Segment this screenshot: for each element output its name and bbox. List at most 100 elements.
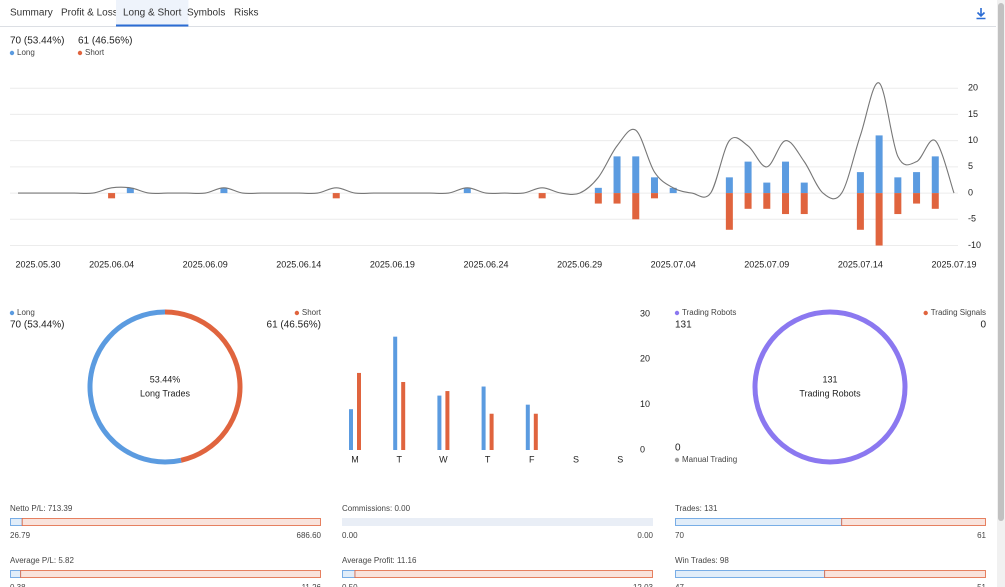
legend-value: 131 (675, 320, 692, 331)
legend-swatch (77, 50, 83, 56)
stat-value: 5.82 (58, 556, 74, 565)
bar (669, 187, 677, 194)
tab[interactable]: Profit & Loss (61, 8, 118, 19)
bar (725, 193, 733, 230)
download-icon[interactable] (976, 8, 986, 20)
x-tick-label: 2025.07.19 (931, 259, 976, 269)
bar (763, 182, 771, 194)
y-tick-label: -5 (968, 214, 976, 224)
legend-value: 0 (980, 320, 986, 331)
bar (445, 391, 450, 450)
donut-center-text: Long Trades (140, 388, 191, 398)
stat-title: Commissions: 0.00 (342, 504, 411, 513)
stat-left: 26.79 (10, 531, 31, 540)
legend-label: Short (302, 308, 322, 317)
stat-label: Trades: (675, 504, 702, 513)
legend-label: Long (17, 308, 35, 317)
x-tick-label: 2025.06.09 (183, 259, 228, 269)
legend-swatch (674, 310, 680, 316)
legend-label: Manual Trading (682, 455, 737, 464)
bar (632, 193, 640, 220)
bar (533, 413, 538, 450)
x-tick-label: W (439, 454, 448, 464)
donut-center-text: Trading Robots (799, 388, 861, 398)
donut-center-value: 131 (822, 374, 837, 384)
legend-label: Short (85, 48, 105, 57)
donut-segment (164, 309, 243, 463)
bar (744, 161, 752, 194)
stat-title: Netto P/L: 713.39 (10, 504, 73, 513)
active-tab-bg (116, 0, 189, 26)
stat-bar-right (21, 518, 321, 526)
stat-bar-left (675, 518, 843, 526)
x-tick-label: F (529, 454, 535, 464)
bar (357, 372, 361, 450)
scrollbar-thumb[interactable] (998, 3, 1004, 521)
bar (913, 193, 921, 204)
stat-bar-right (824, 570, 986, 578)
bar (525, 404, 530, 450)
bar (613, 156, 621, 194)
bar (463, 187, 471, 194)
stat-bar-left (675, 570, 826, 578)
y-tick-label: 15 (968, 109, 978, 119)
donut-center-value: 53.44% (150, 374, 181, 384)
tab[interactable]: Long & Short (123, 8, 182, 19)
bar (800, 182, 808, 194)
stat-right: 686.60 (297, 531, 322, 540)
stat-bar-empty (342, 518, 653, 526)
x-tick-label: 2025.07.04 (651, 259, 696, 269)
bar (349, 409, 353, 450)
legend-value: 61 (46.56%) (267, 320, 321, 331)
stat-title: Average P/L: 5.82 (10, 556, 74, 565)
stat-value: 131 (704, 504, 718, 513)
bar (782, 161, 790, 194)
legend-label: Long (17, 48, 35, 57)
bar (650, 177, 658, 194)
stat-left: 0.50 (342, 583, 358, 587)
tab[interactable]: Summary (10, 8, 53, 19)
bar (856, 193, 864, 230)
stat-label: Commissions: (342, 504, 392, 513)
stat-left: 0.00 (342, 531, 358, 540)
y-tick-label: 0 (640, 444, 645, 454)
bar (594, 187, 602, 194)
legend-value: 70 (53.44%) (10, 320, 64, 331)
bar (632, 156, 640, 194)
stat-value: 0.00 (394, 504, 410, 513)
x-tick-label: S (573, 454, 579, 464)
bar (875, 135, 883, 194)
stat-title: Trades: 131 (675, 504, 718, 513)
y-tick-label: 10 (968, 135, 978, 145)
bar (393, 336, 398, 450)
download-button[interactable] (972, 4, 990, 22)
tab[interactable]: Risks (234, 8, 258, 19)
bar (894, 177, 902, 194)
donut-segment (752, 309, 908, 465)
y-tick-label: 20 (968, 83, 978, 93)
total-line (17, 82, 955, 200)
bar (650, 193, 658, 199)
bar (489, 413, 494, 450)
legend-swatch (9, 50, 15, 56)
bar (594, 193, 602, 204)
legend-total: 70 (53.44%) (10, 36, 64, 47)
stat-label: Win Trades: (675, 556, 718, 565)
tab[interactable]: Symbols (187, 8, 225, 19)
legend-swatch (674, 457, 680, 463)
x-tick-label: 2025.07.14 (838, 259, 883, 269)
bar (894, 193, 902, 215)
bar (856, 172, 864, 194)
bar (332, 193, 340, 199)
x-tick-label: 2025.05.30 (15, 259, 60, 269)
y-tick-label: 30 (640, 308, 650, 318)
bar (931, 156, 939, 194)
stat-bar-left (10, 570, 22, 578)
x-tick-label: 2025.06.24 (463, 259, 508, 269)
x-tick-label: 2025.06.19 (370, 259, 415, 269)
bar (481, 386, 486, 450)
bar (725, 177, 733, 194)
y-tick-label: 5 (968, 161, 973, 171)
stat-bar-right (20, 570, 321, 578)
